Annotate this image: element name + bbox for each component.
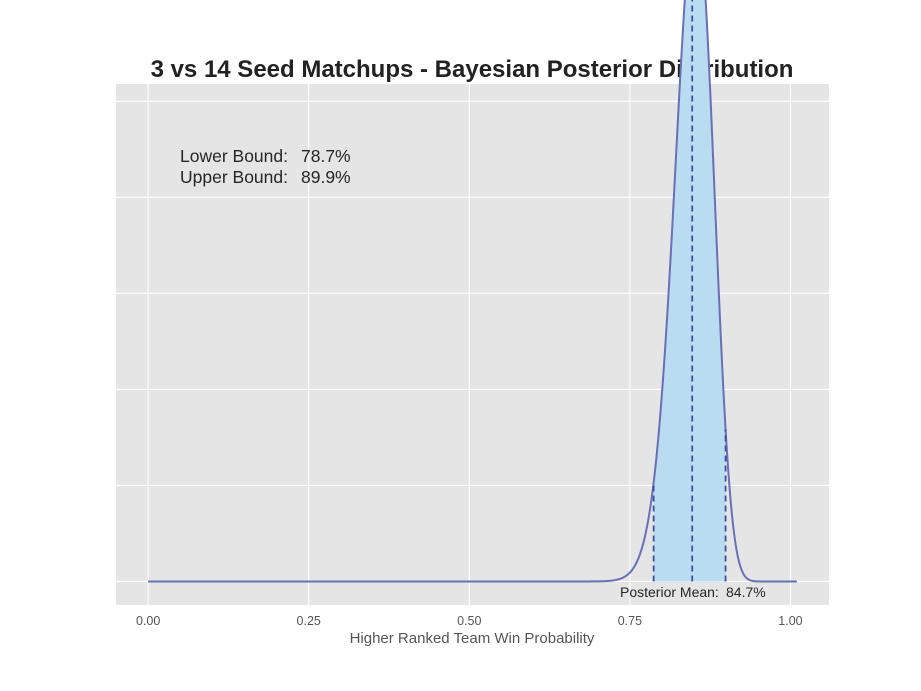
- lower-bound-value: 78.7%: [301, 146, 351, 166]
- posterior-mean-value: 84.7%: [726, 584, 766, 600]
- x-tick-label-0: 0.00: [136, 614, 160, 628]
- posterior-mean-annotation: Posterior Mean: 84.7%: [620, 584, 766, 600]
- x-axis-label: Higher Ranked Team Win Probability: [350, 630, 595, 647]
- bounds-annotation: Lower Bound: 78.7% Upper Bound: 89.9%: [180, 146, 351, 187]
- x-tick-labels: 0.00 0.25 0.50 0.75 1.00: [136, 614, 803, 628]
- upper-bound-value: 89.9%: [301, 167, 351, 187]
- lower-bound-label: Lower Bound:: [180, 146, 288, 166]
- density-curve-layer: [148, 0, 797, 583]
- density-curve: [148, 0, 797, 583]
- bound-lines: [652, 0, 727, 582]
- interval-fill-area: [653, 0, 726, 582]
- x-tick-label-4: 1.00: [778, 614, 802, 628]
- x-tick-label-3: 0.75: [618, 614, 642, 628]
- x-tick-label-2: 0.50: [457, 614, 481, 628]
- upper-bound-label: Upper Bound:: [180, 167, 288, 187]
- credible-interval-fill: [653, 0, 726, 582]
- x-tick-label-1: 0.25: [297, 614, 321, 628]
- posterior-mean-label: Posterior Mean:: [620, 584, 719, 600]
